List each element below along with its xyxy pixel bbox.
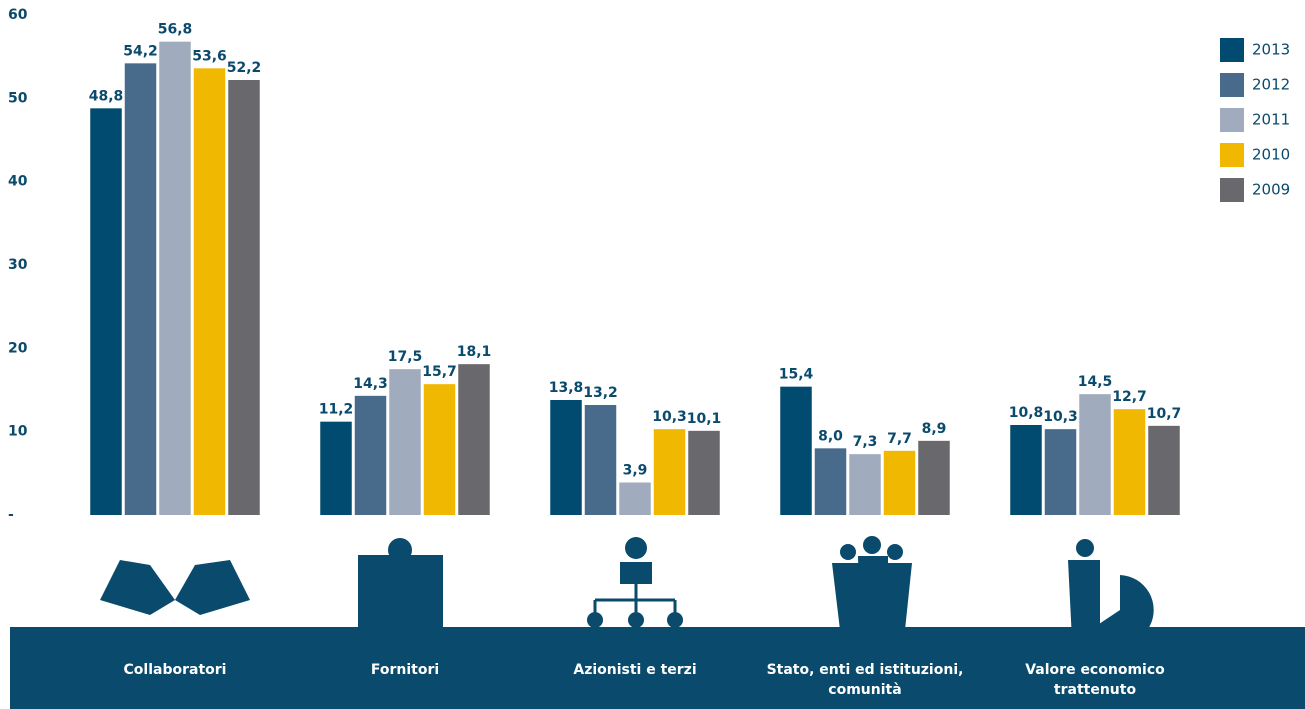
value-label: 10,8 bbox=[1009, 405, 1044, 421]
bar bbox=[228, 80, 260, 515]
value-label: 48,8 bbox=[89, 88, 124, 104]
bar bbox=[193, 68, 226, 515]
bar bbox=[124, 63, 157, 515]
bar bbox=[1079, 394, 1111, 515]
y-tick-label: 30 bbox=[8, 257, 28, 273]
value-label: 8,9 bbox=[922, 421, 947, 437]
bar bbox=[320, 421, 352, 515]
legend-label: 2012 bbox=[1252, 76, 1290, 94]
y-tick-label: 10 bbox=[8, 424, 28, 440]
value-label: 11,2 bbox=[319, 402, 354, 418]
value-label: 10,3 bbox=[652, 409, 687, 425]
value-label: 54,2 bbox=[123, 43, 158, 59]
y-tick-label: 50 bbox=[8, 90, 28, 106]
legend-label: 2010 bbox=[1252, 146, 1290, 164]
icon-people bbox=[832, 556, 912, 640]
value-label: 10,3 bbox=[1043, 409, 1078, 425]
category-label: Azionisti e terzi bbox=[573, 662, 697, 678]
legend-label: 2009 bbox=[1252, 181, 1290, 199]
bar bbox=[849, 454, 881, 515]
bar bbox=[653, 429, 686, 515]
legend-swatch bbox=[1220, 178, 1244, 202]
icon-puzzle bbox=[358, 555, 443, 640]
bar bbox=[814, 448, 847, 515]
value-label: 17,5 bbox=[388, 349, 423, 365]
bar bbox=[354, 395, 387, 515]
icon-puzzle-knob bbox=[388, 538, 412, 562]
bar bbox=[550, 400, 582, 515]
value-label: 15,7 bbox=[422, 364, 457, 380]
category-label: Valore economico trattenuto bbox=[1025, 662, 1165, 698]
bar bbox=[619, 482, 651, 515]
bar bbox=[458, 364, 490, 515]
y-tick-label: 60 bbox=[8, 7, 28, 23]
icon-person bbox=[625, 537, 647, 559]
value-label: 12,7 bbox=[1112, 389, 1147, 405]
value-label: 3,9 bbox=[623, 463, 648, 479]
bar bbox=[389, 369, 421, 515]
bar bbox=[1044, 429, 1077, 515]
value-label: 13,8 bbox=[549, 380, 584, 396]
icon-person-body bbox=[620, 562, 652, 584]
legend-label: 2011 bbox=[1252, 111, 1290, 129]
bar bbox=[918, 440, 950, 515]
value-label: 18,1 bbox=[457, 344, 492, 360]
bar bbox=[1010, 425, 1042, 515]
legend-swatch bbox=[1220, 38, 1244, 62]
category-band bbox=[10, 627, 1305, 709]
value-label: 56,8 bbox=[158, 22, 193, 38]
bar bbox=[780, 386, 812, 515]
bar bbox=[90, 108, 122, 515]
bar bbox=[688, 430, 720, 515]
bar bbox=[423, 384, 456, 515]
value-label: 8,0 bbox=[818, 428, 843, 444]
icons bbox=[100, 536, 1154, 645]
icon-businessman bbox=[1068, 560, 1100, 640]
value-label: 13,2 bbox=[583, 385, 618, 401]
value-label: 53,6 bbox=[192, 48, 227, 64]
category-label: Collaboratori bbox=[123, 662, 227, 678]
value-label: 10,1 bbox=[687, 411, 722, 427]
bar bbox=[1148, 425, 1180, 515]
legend-swatch bbox=[1220, 143, 1244, 167]
bar bbox=[584, 405, 617, 515]
category-label: Fornitori bbox=[370, 662, 440, 678]
bar bbox=[883, 450, 916, 515]
value-label: 14,5 bbox=[1078, 374, 1113, 390]
value-label: 15,4 bbox=[779, 367, 814, 383]
icon-handshake bbox=[100, 560, 250, 615]
legend-swatch bbox=[1220, 108, 1244, 132]
icon-pie bbox=[1090, 575, 1154, 645]
y-tick-label: 40 bbox=[8, 174, 28, 190]
value-label: 52,2 bbox=[227, 60, 262, 76]
value-label: 7,7 bbox=[887, 431, 912, 447]
y-tick-label: - bbox=[8, 507, 14, 523]
icon-tree bbox=[593, 584, 677, 612]
bar bbox=[159, 41, 191, 516]
bar bbox=[1113, 409, 1146, 515]
value-label: 14,3 bbox=[353, 376, 388, 392]
legend-swatch bbox=[1220, 73, 1244, 97]
legend-label: 2013 bbox=[1252, 41, 1290, 59]
y-tick-label: 20 bbox=[8, 340, 28, 356]
category-label: Stato, enti ed istituzioni, comunità bbox=[766, 662, 964, 698]
value-label: 7,3 bbox=[853, 434, 878, 450]
value-label: 10,7 bbox=[1147, 406, 1182, 422]
